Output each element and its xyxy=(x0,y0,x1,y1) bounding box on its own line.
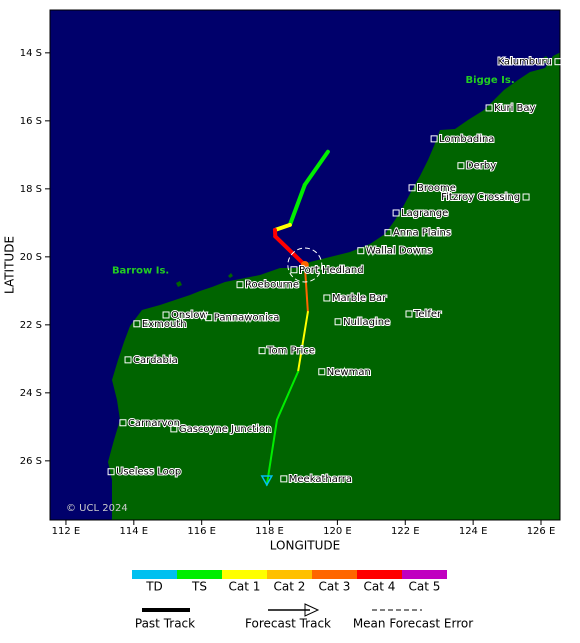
x-tick-label: 116 E xyxy=(187,526,216,537)
y-tick-label: 18 S xyxy=(20,184,42,195)
legend-swatch xyxy=(267,570,312,579)
place-label: Fitzroy Crossing xyxy=(441,192,520,203)
place-label: Anna Plains xyxy=(393,228,451,239)
y-tick-label: 16 S xyxy=(20,116,42,127)
legend-category: Cat 4 xyxy=(364,580,396,594)
place-label: Cardabia xyxy=(133,355,178,366)
y-tick-label: 20 S xyxy=(20,252,42,263)
place-label: Useless Loop xyxy=(116,467,181,478)
legend-category: Cat 3 xyxy=(319,580,351,594)
x-tick-label: 122 E xyxy=(391,526,420,537)
legend-swatch xyxy=(402,570,447,579)
place-label: Nullagine xyxy=(343,317,390,328)
place-label: Exmouth xyxy=(142,319,187,330)
legend-category: TS xyxy=(191,580,207,594)
y-axis-label: LATITUDE xyxy=(3,236,17,294)
place-label: Marble Bar xyxy=(332,293,387,304)
x-tick-label: 114 E xyxy=(120,526,149,537)
place-label: Lagrange xyxy=(401,208,448,219)
place-label: Kuri Bay xyxy=(494,103,535,114)
place-label: Port Hedland xyxy=(299,265,364,276)
legend-category: Cat 1 xyxy=(229,580,261,594)
legend-swatch xyxy=(312,570,357,579)
place-label: Tom Price xyxy=(266,346,315,357)
copyright: © UCL 2024 xyxy=(66,503,128,514)
place-label: Wallal Downs xyxy=(366,246,433,257)
place-label: Gascoyne Junction xyxy=(179,424,272,435)
x-axis-label: LONGITUDE xyxy=(270,539,340,553)
legend-swatch xyxy=(222,570,267,579)
place-label: Derby xyxy=(466,161,496,172)
legend-label: Past Track xyxy=(135,617,195,631)
legend-category: TD xyxy=(145,580,163,594)
x-tick-label: 112 E xyxy=(52,526,81,537)
legend-category: Cat 2 xyxy=(274,580,306,594)
place-label: Newman xyxy=(327,367,371,378)
y-tick-label: 24 S xyxy=(20,388,42,399)
legend-label: Forecast Track xyxy=(245,617,331,631)
legend-category: Cat 5 xyxy=(409,580,441,594)
legend-swatch xyxy=(177,570,222,579)
island-label: Bigge Is. xyxy=(466,75,515,86)
place-label: Roebourne xyxy=(245,280,299,291)
x-tick-label: 118 E xyxy=(255,526,284,537)
legend: Past Track Forecast Track Mean Forecast … xyxy=(132,570,473,631)
x-tick-label: 120 E xyxy=(323,526,352,537)
y-tick-label: 26 S xyxy=(20,456,42,467)
island-label: Barrow Is. xyxy=(112,265,169,276)
legend-label: Mean Forecast Error xyxy=(353,617,473,631)
y-tick-label: 14 S xyxy=(20,48,42,59)
x-tick-label: 124 E xyxy=(459,526,488,537)
place-label: Pannawonica xyxy=(214,313,280,324)
x-tick-label: 126 E xyxy=(527,526,556,537)
place-label: Meekatharra xyxy=(289,474,352,485)
legend-swatch xyxy=(357,570,402,579)
legend-swatch xyxy=(132,570,177,579)
place-label: Telfer xyxy=(413,309,442,320)
y-tick-label: 22 S xyxy=(20,320,42,331)
place-label: Lombadina xyxy=(439,134,494,145)
place-label: Carnarvon xyxy=(128,418,180,429)
place-label: Kalumburu xyxy=(497,57,552,68)
